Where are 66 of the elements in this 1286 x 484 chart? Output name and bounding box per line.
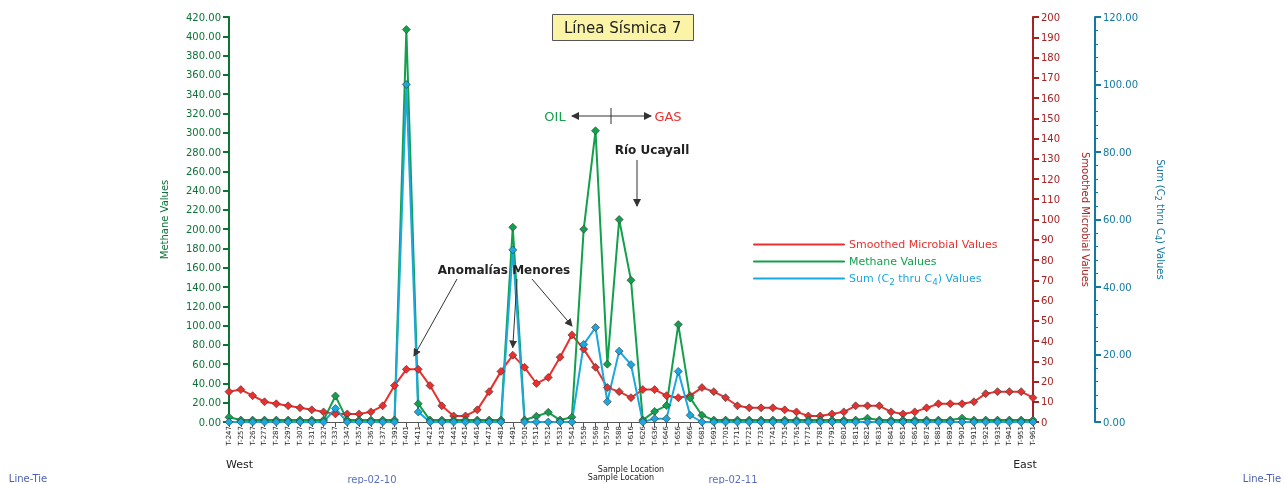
annotation: Río Ucayall (614, 143, 690, 157)
text: Methane Values (849, 255, 937, 268)
y-tick-label: 300.00 (186, 127, 221, 139)
y-tick-label: 420.00 (186, 11, 221, 23)
y2-tick-label: 0 (1041, 416, 1048, 428)
y-tick-label: 380.00 (186, 50, 221, 62)
x-axis-title: Sample Location (597, 464, 665, 474)
text: Sample Location (587, 472, 655, 482)
annotation: GAS (654, 108, 682, 124)
y2-tick-label: 130 (1041, 153, 1061, 165)
y2-tick-label: 50 (1041, 315, 1054, 327)
text: Smoothed Microbial Values (849, 238, 998, 251)
y3-tick-label: 60.00 (1103, 214, 1132, 225)
text: rep-02-10 (347, 473, 397, 484)
y2-tick-label: 70 (1041, 274, 1054, 286)
annotation: OIL (544, 108, 566, 124)
y-tick-label: 60.00 (192, 358, 221, 370)
y2-tick-label: 40 (1041, 335, 1054, 347)
y2-tick-label: 80 (1041, 254, 1054, 266)
y-tick-label: 160.00 (186, 262, 221, 274)
y3-tick-label: 120.00 (1103, 11, 1138, 23)
y2-tick-label: 30 (1041, 355, 1054, 367)
y2-tick-label: 20 (1041, 376, 1054, 387)
text: East (1013, 457, 1037, 471)
y2-tick-label: 10 (1041, 396, 1054, 408)
y3-tick-label: 100.00 (1103, 79, 1138, 90)
y2-tick-label: 180 (1041, 52, 1061, 63)
y2-tick-label: 60 (1041, 295, 1054, 306)
y2-tick-label: 110 (1041, 193, 1061, 205)
y-tick-label: 240.00 (186, 185, 221, 197)
y2-tick-label: 160 (1041, 92, 1061, 104)
y3-tick-label: 0.00 (1103, 416, 1126, 428)
y-tick-label: 40.00 (192, 377, 221, 389)
y-tick-label: 200.00 (186, 223, 221, 235)
y3-tick-label: 20.00 (1103, 349, 1132, 360)
y2-tick-label: 140 (1041, 133, 1061, 144)
y-tick-label: 280.00 (186, 146, 221, 158)
y-tick-label: 180.00 (186, 242, 221, 254)
y2-tick-label: 200 (1041, 11, 1061, 23)
y2-tick-label: 90 (1041, 234, 1054, 246)
y-axis-title: Methane Values (158, 179, 170, 260)
y-tick-label: 120.00 (186, 300, 221, 312)
y-tick-label: 80.00 (192, 339, 221, 351)
y3-tick-label: 80.00 (1103, 146, 1132, 158)
y-tick-label: 320.00 (186, 107, 221, 119)
y-tick-label: 20.00 (192, 397, 221, 409)
y-tick-label: 0.00 (198, 416, 221, 428)
text: Line-Tie (8, 472, 48, 484)
y2-tick-label: 100 (1041, 214, 1061, 225)
y-tick-label: 220.00 (186, 204, 221, 216)
y2-tick-label: 170 (1041, 72, 1061, 84)
y-tick-label: 260.00 (186, 165, 221, 177)
y2-tick-label: 120 (1041, 173, 1061, 185)
y-tick-label: 360.00 (186, 69, 221, 81)
text: West (226, 457, 254, 471)
text: rep-02-11 (708, 473, 758, 484)
y-tick-label: 340.00 (186, 88, 221, 100)
y-tick-label: 100.00 (186, 320, 221, 332)
y2-tick-label: 190 (1041, 31, 1061, 43)
y3-tick-label: 40.00 (1103, 281, 1132, 293)
text: Line-Tie (1242, 472, 1282, 484)
y2-axis-title: Smoothed Microbial Values (1079, 151, 1091, 288)
chart-title: Línea Sísmica 7 (564, 18, 682, 37)
y-tick-label: 140.00 (186, 281, 221, 293)
y2-tick-label: 150 (1041, 112, 1061, 124)
y-tick-label: 400.00 (186, 30, 221, 42)
